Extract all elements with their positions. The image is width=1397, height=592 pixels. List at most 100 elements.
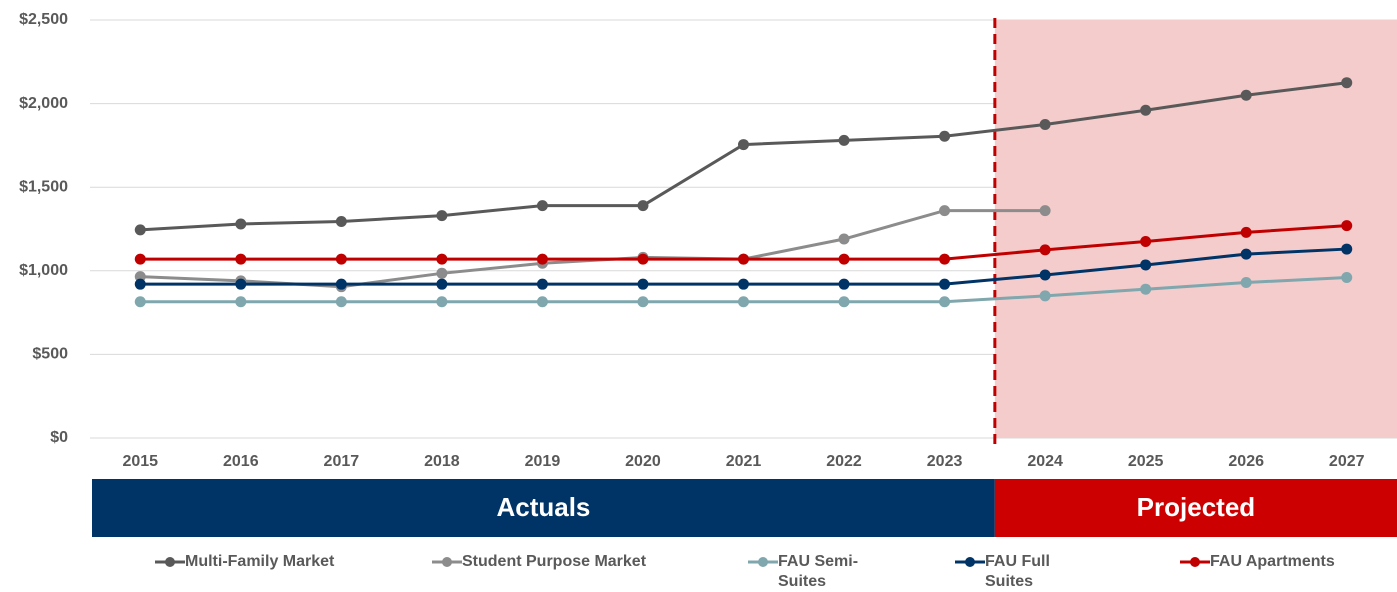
projected-region bbox=[994, 20, 1397, 438]
legend-item: FAU Full Suites bbox=[955, 552, 1105, 592]
actuals-banner bbox=[92, 479, 995, 537]
x-tick-label: 2024 bbox=[1027, 453, 1063, 470]
legend-item: FAU Semi-Suites bbox=[748, 552, 898, 592]
legend-marker bbox=[748, 557, 778, 567]
x-tick-label: 2020 bbox=[625, 453, 661, 470]
x-tick-label: 2015 bbox=[122, 453, 158, 470]
data-point bbox=[235, 218, 247, 230]
data-point bbox=[235, 253, 247, 265]
data-point bbox=[436, 253, 448, 265]
x-tick-label: 2017 bbox=[324, 453, 360, 470]
legend-dot bbox=[1190, 557, 1200, 567]
legend-label: Multi-Family Market bbox=[185, 553, 335, 570]
data-point bbox=[536, 296, 548, 308]
data-point bbox=[1140, 236, 1152, 248]
legend-label: FAU Apartments bbox=[1210, 553, 1335, 570]
data-point bbox=[536, 200, 548, 212]
banner-label: Actuals bbox=[496, 492, 590, 522]
legend-item: FAU Apartments bbox=[1180, 552, 1397, 572]
data-point bbox=[1140, 104, 1152, 116]
legend-label: FAU Full Suites bbox=[985, 553, 1050, 590]
data-point bbox=[637, 296, 649, 308]
legend-marker bbox=[955, 557, 985, 567]
data-point bbox=[335, 278, 347, 290]
data-point bbox=[235, 296, 247, 308]
legend-item: Student Purpose Market bbox=[432, 552, 692, 572]
data-point bbox=[838, 134, 850, 146]
y-tick-label: $2,500 bbox=[19, 11, 68, 28]
legend-marker bbox=[155, 557, 185, 567]
data-point bbox=[1140, 283, 1152, 295]
x-tick-label: 2022 bbox=[826, 453, 862, 470]
x-tick-label: 2016 bbox=[223, 453, 259, 470]
data-point bbox=[1240, 89, 1252, 101]
data-point bbox=[134, 296, 146, 308]
data-point bbox=[335, 253, 347, 265]
y-tick-label: $1,500 bbox=[19, 178, 68, 195]
data-point bbox=[335, 215, 347, 227]
data-point bbox=[134, 253, 146, 265]
data-point bbox=[939, 130, 951, 142]
legend-label: FAU Semi-Suites bbox=[778, 553, 859, 590]
x-tick-label: 2021 bbox=[726, 453, 762, 470]
data-point bbox=[436, 267, 448, 279]
legend-item: Multi-Family Market bbox=[155, 552, 395, 572]
projected-banner bbox=[994, 479, 1397, 537]
legend-label: Student Purpose Market bbox=[462, 553, 647, 570]
y-tick-label: $500 bbox=[32, 346, 68, 363]
data-point bbox=[1240, 248, 1252, 260]
x-tick-label: 2026 bbox=[1228, 453, 1264, 470]
x-tick-label: 2018 bbox=[424, 453, 460, 470]
data-point bbox=[1039, 119, 1051, 130]
data-point bbox=[838, 296, 850, 308]
x-tick-label: 2019 bbox=[525, 453, 561, 470]
data-point bbox=[738, 296, 749, 308]
data-point bbox=[335, 296, 347, 308]
data-point bbox=[738, 253, 749, 265]
data-point bbox=[1341, 220, 1353, 232]
y-tick-label: $2,000 bbox=[19, 95, 68, 112]
data-point bbox=[838, 278, 850, 290]
y-tick-label: $0 bbox=[50, 429, 68, 446]
data-point bbox=[134, 271, 146, 283]
data-point bbox=[1341, 77, 1353, 89]
legend-dot bbox=[165, 557, 175, 567]
data-point bbox=[1039, 244, 1051, 256]
data-point bbox=[1039, 205, 1051, 217]
legend-dot bbox=[965, 557, 975, 567]
legend-marker bbox=[1180, 557, 1210, 567]
data-point bbox=[637, 200, 649, 212]
x-tick-label: 2023 bbox=[927, 453, 963, 470]
data-point bbox=[637, 278, 649, 290]
data-point bbox=[738, 278, 749, 290]
data-point bbox=[939, 205, 951, 217]
data-point bbox=[939, 278, 951, 290]
data-point bbox=[1341, 271, 1353, 283]
data-point bbox=[536, 253, 548, 265]
data-point bbox=[1341, 243, 1353, 255]
x-tick-label: 2027 bbox=[1329, 453, 1365, 470]
banner-label: Projected bbox=[1137, 492, 1256, 522]
data-point bbox=[1039, 290, 1051, 302]
legend-dot bbox=[442, 557, 452, 567]
data-point bbox=[134, 278, 146, 290]
data-point bbox=[1240, 226, 1252, 238]
legend-marker bbox=[432, 557, 462, 567]
data-point bbox=[436, 278, 448, 290]
data-point bbox=[536, 278, 548, 290]
data-point bbox=[637, 253, 649, 265]
data-point bbox=[1039, 269, 1051, 281]
y-tick-label: $1,000 bbox=[19, 262, 68, 279]
data-point bbox=[738, 139, 749, 151]
x-tick-label: 2025 bbox=[1128, 453, 1164, 470]
data-point bbox=[235, 278, 247, 290]
legend-dot bbox=[758, 557, 768, 567]
data-point bbox=[838, 253, 850, 265]
data-point bbox=[134, 224, 146, 236]
data-point bbox=[838, 233, 850, 245]
data-point bbox=[939, 296, 951, 308]
data-point bbox=[1140, 259, 1152, 271]
data-point bbox=[436, 296, 448, 308]
